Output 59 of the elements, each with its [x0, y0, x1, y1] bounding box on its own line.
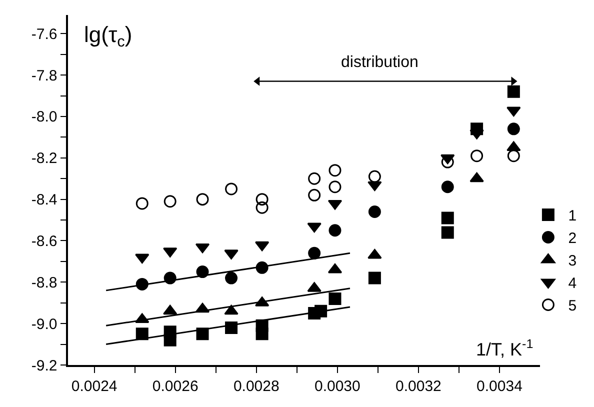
x-axis-title: 1/T, K$^{-1}$: [476, 337, 534, 360]
x-tick-label: 0.0024: [71, 378, 118, 395]
point: [441, 226, 454, 239]
legend-label: 2: [568, 230, 577, 248]
point: [196, 193, 209, 206]
point: [507, 85, 520, 98]
point: [308, 246, 321, 260]
point: [254, 241, 270, 252]
x-tick-label: 0.0026: [152, 378, 198, 395]
annotation: distribution: [341, 54, 418, 71]
point: [368, 181, 382, 192]
point: [328, 263, 342, 274]
y-tick-label: -8.8: [31, 274, 58, 292]
point: [224, 304, 238, 315]
point: [328, 224, 342, 237]
point: [506, 106, 521, 117]
point: [308, 188, 321, 202]
y-tick-label: -8.0: [31, 108, 58, 126]
y-tick-label: -9.0: [31, 316, 58, 333]
point: [441, 180, 454, 194]
legend-label: 3: [568, 252, 577, 270]
point: [507, 122, 520, 136]
point: [507, 150, 520, 162]
point: [225, 272, 238, 284]
y-tick-label: -7.6: [31, 26, 58, 43]
point: [368, 206, 381, 218]
point: [136, 197, 148, 210]
point: [328, 164, 342, 177]
y-tick-label: -8.6: [31, 232, 58, 250]
x-tick-label: 0.0028: [233, 378, 280, 395]
point: [256, 201, 268, 214]
point: [470, 150, 484, 162]
y-tick-label: -8.2: [31, 150, 58, 168]
y-axis-title: lg(τ$_{c}$): [84, 22, 132, 51]
x-tick-label: 0.0030: [314, 378, 360, 395]
point: [256, 328, 268, 340]
point: [225, 182, 238, 196]
point: [136, 328, 148, 340]
point: [368, 272, 381, 284]
point: [163, 304, 178, 315]
x-tick-label: 0.0034: [476, 378, 522, 395]
point: [164, 195, 176, 208]
y-tick-label: -8.4: [31, 192, 58, 209]
point: [164, 334, 176, 346]
y-tick-label: -7.8: [31, 67, 58, 84]
point: [195, 243, 210, 254]
point: [308, 172, 321, 185]
point: [328, 180, 342, 194]
legend-label: 4: [568, 275, 577, 292]
x-tick-label: 0.0032: [396, 378, 442, 395]
point: [256, 193, 268, 206]
point: [328, 292, 342, 305]
legend-label: 5: [568, 298, 577, 315]
y-tick-label: -9.2: [31, 357, 58, 374]
point: [441, 212, 454, 224]
point: [368, 248, 382, 259]
point: [328, 200, 342, 210]
point: [368, 170, 381, 183]
legend-label: 1: [568, 208, 577, 225]
